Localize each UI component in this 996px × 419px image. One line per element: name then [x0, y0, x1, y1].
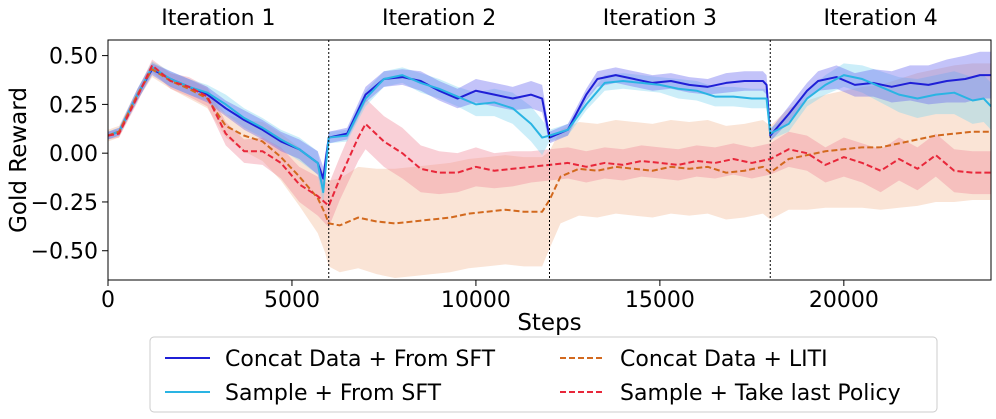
iteration-label: Iteration 1 — [161, 6, 275, 31]
y-tick-label: 0.00 — [49, 142, 98, 167]
iteration-boundaries — [328, 40, 771, 280]
legend-label-concat-data-liti: Concat Data + LITI — [620, 347, 828, 372]
line-sample-from-sft — [108, 66, 991, 194]
x-tick-label: 10000 — [441, 288, 511, 313]
x-axis-title: Steps — [517, 310, 581, 336]
x-tick-label: 5000 — [264, 288, 320, 313]
x-tick-label: 0 — [101, 288, 115, 313]
iteration-label: Iteration 4 — [823, 6, 937, 31]
iteration-label: Iteration 2 — [382, 6, 496, 31]
y-tick-label: −0.50 — [31, 240, 98, 265]
y-tick-label: −0.25 — [31, 191, 98, 216]
x-tick-label: 15000 — [625, 288, 695, 313]
y-tick-label: 0.50 — [49, 45, 98, 70]
iteration-labels: Iteration 1 Iteration 2 Iteration 3 Iterati… — [161, 6, 938, 31]
y-axis-title: Gold Reward — [6, 87, 32, 233]
line-sample-take-last-policy — [108, 64, 991, 207]
legend-label-sample-take-last-policy: Sample + Take last Policy — [620, 381, 901, 406]
line-concat-data-liti — [108, 68, 991, 227]
iteration-label: Iteration 3 — [603, 6, 717, 31]
legend-box — [149, 336, 938, 413]
legend-label-concat-data-from-sft: Concat Data + From SFT — [225, 347, 496, 372]
legend: Concat Data + From SFT Sample + From SFT C… — [149, 336, 938, 413]
x-tick-label: 20000 — [809, 288, 879, 313]
y-tick-label: 0.25 — [49, 93, 98, 118]
y-axis-ticks: 0.50 0.25 0.00 −0.25 −0.50 — [31, 45, 108, 265]
plot-frame — [107, 39, 992, 281]
x-axis-ticks: 0 5000 10000 15000 20000 — [101, 280, 879, 313]
legend-label-sample-from-sft: Sample + From SFT — [225, 381, 442, 406]
